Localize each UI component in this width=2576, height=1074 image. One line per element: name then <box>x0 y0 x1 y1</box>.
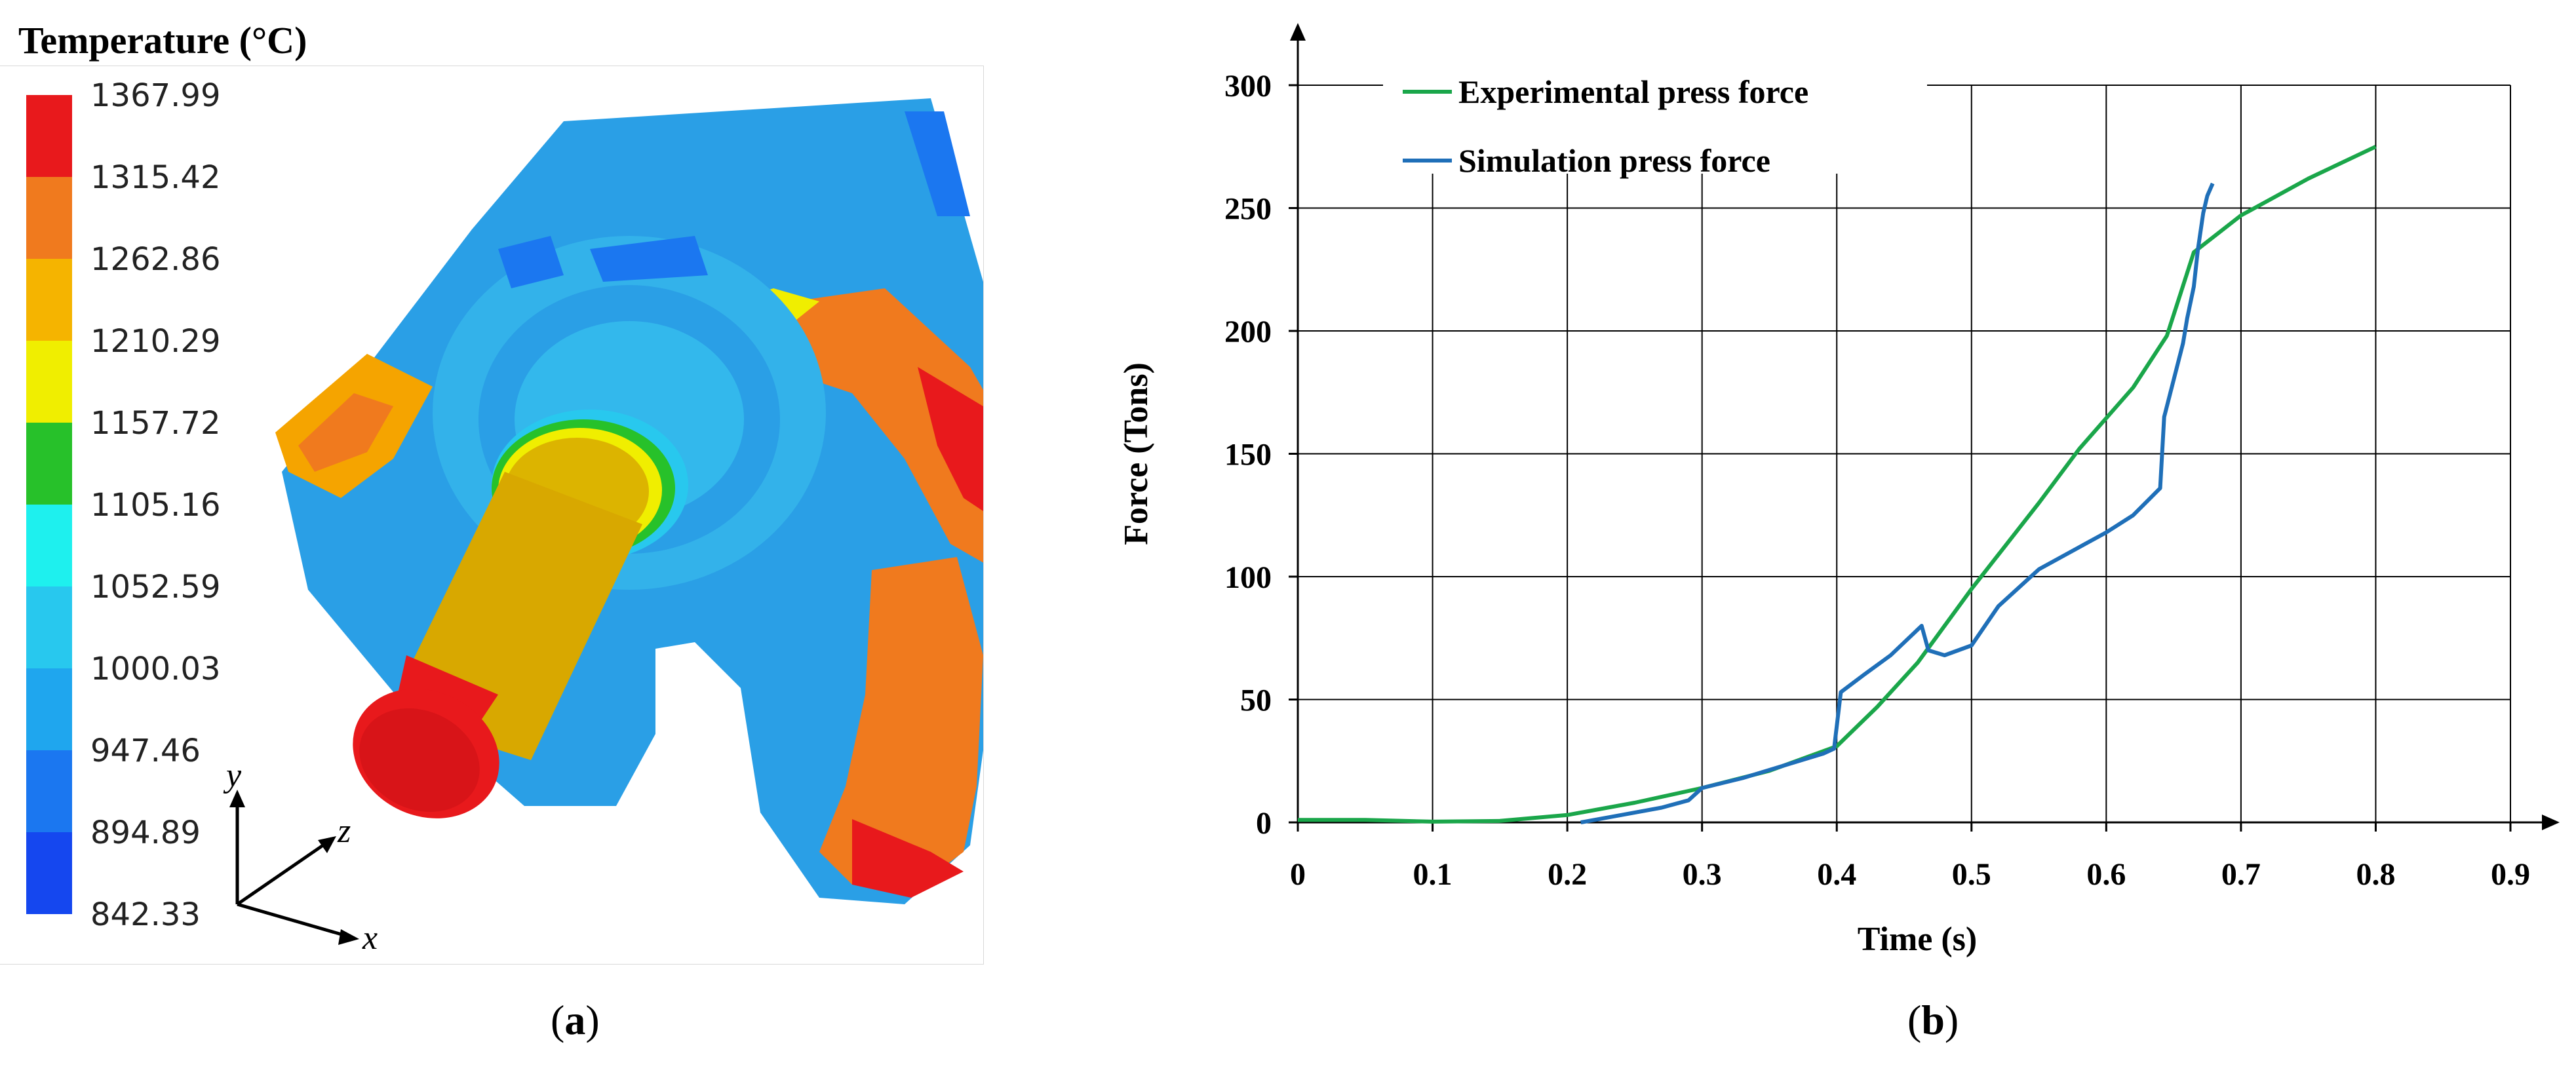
x-tick-label: 0.3 <box>1683 857 1722 892</box>
x-tick-label: 0.8 <box>2356 857 2395 892</box>
force-time-chart: 0 0.1 0.2 0.3 0.4 0.5 0.6 0.7 0.8 0.9 0 50 100 150 200… <box>1118 23 2560 958</box>
legend-label: Simulation press force <box>1458 142 1770 179</box>
chart-lines <box>1298 145 2377 824</box>
panel-b: 0 0.1 0.2 0.3 0.4 0.5 0.6 0.7 0.8 0.9 0 50 100 150 200… <box>1062 0 2576 1071</box>
x-axis-title: Time (s) <box>1858 921 1977 958</box>
model-frame <box>0 66 984 965</box>
coordinate-axes-icon <box>235 799 351 939</box>
colorbar-label: 947.46 <box>90 733 201 769</box>
colorbar-segment <box>26 668 72 750</box>
x-tick-label: 0 <box>1290 857 1306 892</box>
temperature-colorbar <box>26 95 72 914</box>
y-tick-label: 200 <box>1224 315 1272 349</box>
caption-a: (a) <box>551 997 600 1043</box>
colorbar-segment <box>26 423 72 505</box>
y-axis-label: y <box>223 757 242 794</box>
colorbar-label: 842.33 <box>90 896 201 933</box>
x-axis-label: x <box>362 919 378 957</box>
chart-legend: Experimental press force Simulation press… <box>1383 46 1927 179</box>
x-tick-label: 0.7 <box>2221 857 2261 892</box>
series-line <box>1298 145 2377 824</box>
z-axis-label: z <box>337 813 351 850</box>
x-tick-label: 0.1 <box>1413 857 1453 892</box>
colorbar-segment <box>26 750 72 832</box>
y-axis-arrow <box>1290 23 1306 41</box>
colorbar-segment <box>26 505 72 586</box>
chart-grid <box>1298 85 2511 822</box>
series-line <box>1580 182 2215 824</box>
colorbar-label: 894.89 <box>90 815 201 851</box>
colorbar-label: 1210.29 <box>90 323 221 360</box>
colorbar-label: 1367.99 <box>90 77 221 114</box>
x-tick-label: 0.9 <box>2491 857 2530 892</box>
forging-model: y z x <box>223 98 983 957</box>
chart-ticks: 0 0.1 0.2 0.3 0.4 0.5 0.6 0.7 0.8 0.9 0 50 100 150 200… <box>1224 69 2530 892</box>
colorbar-segment <box>26 95 72 177</box>
x-tick-label: 0.4 <box>1817 857 1856 892</box>
x-tick-label: 0.5 <box>1952 857 1991 892</box>
colorbar-label: 1262.86 <box>90 241 221 278</box>
x-tick-label: 0.2 <box>1548 857 1587 892</box>
panel-a: Temperature (°C) 1367.99 1315.42 1262.86 12… <box>0 0 984 1071</box>
colorbar-segment <box>26 586 72 668</box>
colorbar-label: 1315.42 <box>90 159 221 196</box>
colorbar-segment <box>26 259 72 341</box>
colorbar-label: 1105.16 <box>90 487 221 524</box>
y-tick-label: 0 <box>1256 806 1272 841</box>
colorbar-segment <box>26 177 72 259</box>
y-tick-label: 300 <box>1224 69 1272 104</box>
chart-axes <box>1290 23 2560 830</box>
colorbar-label: 1052.59 <box>90 569 221 605</box>
legend-background <box>1383 46 1927 174</box>
y-tick-label: 50 <box>1240 683 1272 718</box>
x-axis-arrow <box>2542 815 2560 830</box>
colorbar-segment <box>26 832 72 914</box>
caption-b: (b) <box>1907 997 1959 1043</box>
x-tick-label: 0.6 <box>2086 857 2126 892</box>
colorbar-label: 1157.72 <box>90 405 221 442</box>
legend-label: Experimental press force <box>1458 73 1808 110</box>
colorbar-label: 1000.03 <box>90 651 221 687</box>
y-tick-label: 100 <box>1224 560 1272 595</box>
colorbar-segment <box>26 341 72 423</box>
bottom-lobe <box>819 557 983 891</box>
y-tick-label: 250 <box>1224 192 1272 227</box>
colorbar-title: Temperature (°C) <box>18 19 307 62</box>
y-axis-title: Force (Tons) <box>1118 362 1155 545</box>
y-tick-label: 150 <box>1224 438 1272 472</box>
